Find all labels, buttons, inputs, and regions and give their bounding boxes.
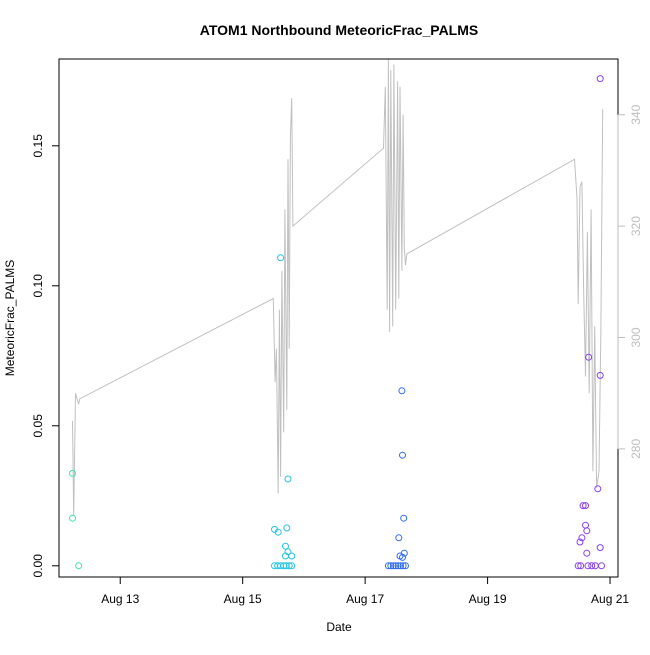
- data-point: [576, 538, 584, 546]
- data-point: [69, 469, 76, 477]
- y-tick-label: 0.10: [31, 274, 45, 298]
- data-point: [282, 542, 289, 550]
- data-point: [392, 562, 400, 570]
- data-point: [591, 562, 599, 570]
- y-tick-label: 0.05: [31, 414, 45, 438]
- data-point: [395, 534, 403, 542]
- data-point: [596, 75, 604, 83]
- data-point: [400, 514, 408, 522]
- secondary-series-line: [72, 58, 604, 516]
- data-point: [69, 514, 76, 522]
- data-point: [397, 562, 405, 570]
- data-point: [582, 502, 589, 510]
- data-point: [594, 485, 602, 493]
- data-point: [598, 562, 605, 570]
- data-point: [285, 562, 293, 570]
- y2-tick-label: 340: [629, 104, 643, 124]
- x-axis-label: Date: [326, 620, 352, 634]
- y-axis-left: 0.00 0.05 0.10 0.15: [31, 134, 60, 578]
- data-point: [274, 528, 282, 536]
- y-axis-label: MeteoricFrac_PALMS: [3, 260, 17, 376]
- plot-frame: [58, 58, 619, 578]
- data-point: [399, 553, 406, 561]
- y2-tick-label: 320: [629, 216, 643, 236]
- data-point: [284, 475, 292, 483]
- data-point: [75, 562, 83, 570]
- data-point: [283, 524, 291, 532]
- data-point: [399, 451, 406, 459]
- x-tick-label: Aug 17: [346, 592, 384, 606]
- data-point: [578, 534, 586, 542]
- y-axis-right: 280 300 320 340: [617, 104, 643, 459]
- data-point: [584, 562, 592, 570]
- data-point: [384, 562, 392, 570]
- y-tick-label: 0.00: [31, 554, 45, 578]
- y2-tick-label: 280: [629, 439, 643, 459]
- scatter-points-layer: [69, 75, 605, 570]
- data-point: [389, 562, 397, 570]
- x-tick-label: Aug 21: [591, 592, 629, 606]
- y-tick-label: 0.15: [31, 134, 45, 158]
- chart-title: ATOM1 Northbound MeteoricFrac_PALMS: [200, 22, 478, 38]
- x-tick-label: Aug 13: [101, 592, 139, 606]
- data-point: [399, 562, 407, 570]
- data-point: [596, 544, 604, 552]
- x-axis: Aug 13 Aug 15 Aug 17 Aug 19 Aug 21: [101, 576, 629, 606]
- data-point: [577, 562, 585, 570]
- data-point: [596, 371, 604, 379]
- x-tick-label: Aug 15: [224, 592, 262, 606]
- data-point: [288, 562, 296, 570]
- data-point: [277, 254, 285, 262]
- data-point: [574, 562, 582, 570]
- x-tick-label: Aug 19: [469, 592, 507, 606]
- data-point: [394, 562, 402, 570]
- data-point: [583, 527, 591, 535]
- data-point: [585, 353, 593, 361]
- y2-tick-label: 300: [629, 327, 643, 347]
- data-point: [582, 521, 589, 529]
- data-point: [588, 562, 596, 570]
- data-point: [579, 502, 587, 510]
- data-point: [288, 552, 296, 560]
- data-point: [387, 562, 395, 570]
- data-point: [402, 562, 409, 570]
- data-point: [583, 549, 591, 557]
- data-point: [398, 387, 406, 395]
- secondary-line-layer: [72, 58, 604, 516]
